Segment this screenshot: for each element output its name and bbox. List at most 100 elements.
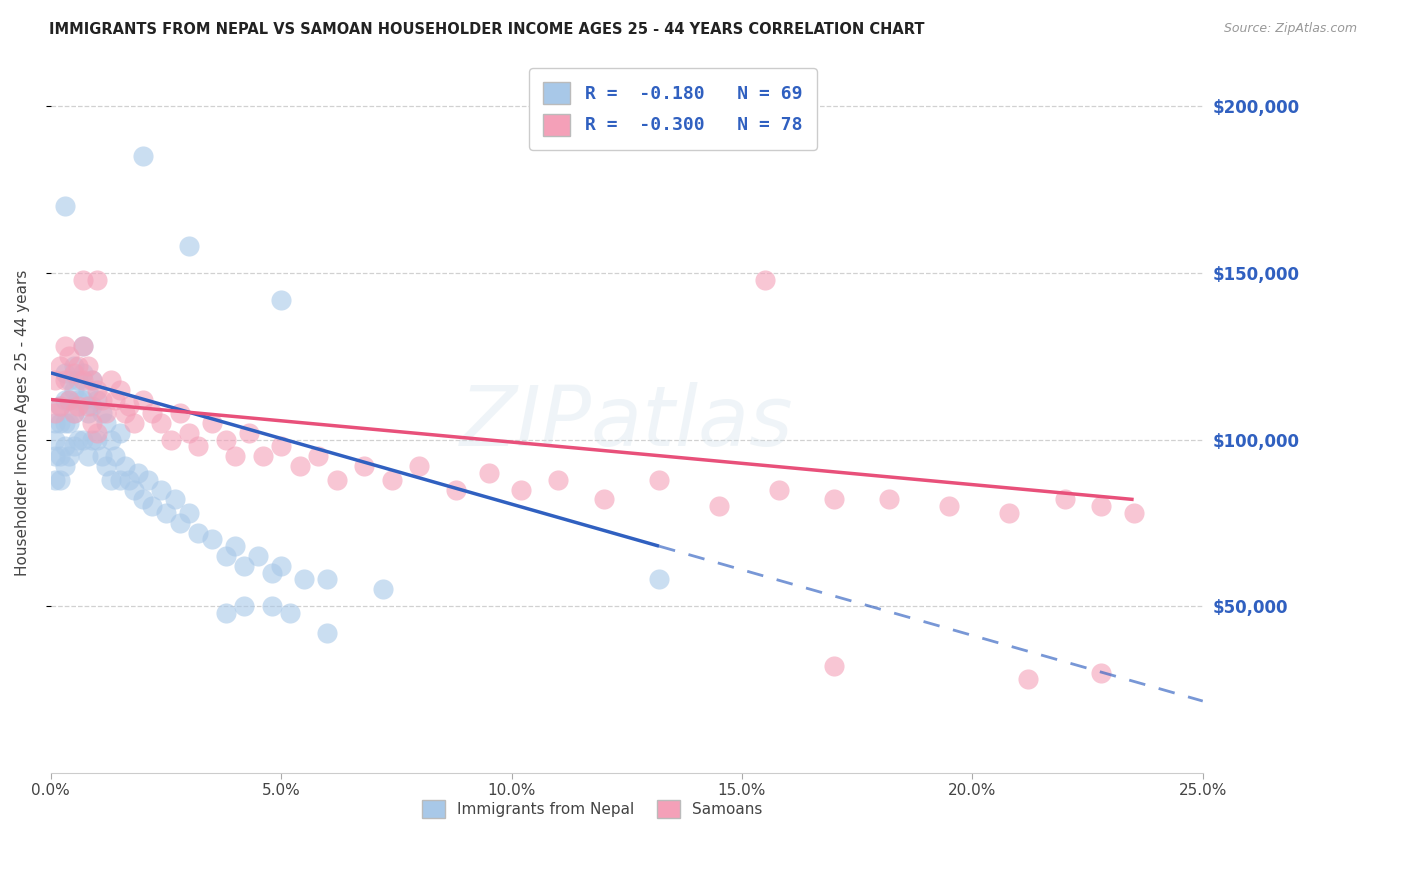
Point: [998, 506, 1021, 520]
Point: [76, 399, 98, 413]
Point: [72, 392, 94, 407]
Point: [408, 459, 430, 474]
Point: [49, 399, 72, 413]
Point: [44, 449, 66, 463]
Point: [307, 449, 329, 463]
Point: [325, 473, 347, 487]
Point: [76, 449, 98, 463]
Point: [165, 492, 187, 507]
Point: [63, 383, 86, 397]
Point: [63, 366, 86, 380]
Point: [122, 483, 145, 497]
Point: [1122, 506, 1144, 520]
Point: [44, 473, 66, 487]
Y-axis label: Householder Income Ages 25 - 44 years: Householder Income Ages 25 - 44 years: [15, 269, 30, 576]
Point: [58, 449, 80, 463]
Point: [86, 383, 108, 397]
Point: [53, 366, 76, 380]
Legend: Immigrants from Nepal, Samoans: Immigrants from Nepal, Samoans: [416, 794, 769, 824]
Point: [446, 483, 468, 497]
Point: [86, 425, 108, 440]
Point: [270, 293, 292, 307]
Point: [201, 533, 224, 547]
Point: [100, 372, 122, 386]
Text: ZIPatlas: ZIPatlas: [460, 383, 793, 463]
Point: [90, 449, 112, 463]
Point: [53, 372, 76, 386]
Point: [104, 449, 127, 463]
Point: [82, 372, 104, 386]
Point: [509, 483, 531, 497]
Point: [86, 392, 108, 407]
Point: [118, 399, 141, 413]
Point: [592, 492, 614, 507]
Point: [72, 339, 94, 353]
Point: [159, 433, 181, 447]
Point: [49, 416, 72, 430]
Point: [280, 606, 302, 620]
Point: [879, 492, 901, 507]
Point: [136, 473, 159, 487]
Point: [233, 559, 256, 574]
Text: Source: ZipAtlas.com: Source: ZipAtlas.com: [1223, 22, 1357, 36]
Point: [169, 406, 191, 420]
Point: [1053, 492, 1076, 507]
Point: [150, 416, 173, 430]
Point: [155, 506, 177, 520]
Point: [44, 433, 66, 447]
Point: [67, 399, 90, 413]
Point: [53, 339, 76, 353]
Point: [224, 539, 246, 553]
Point: [270, 559, 292, 574]
Point: [224, 449, 246, 463]
Point: [100, 433, 122, 447]
Point: [49, 399, 72, 413]
Point: [49, 449, 72, 463]
Point: [94, 406, 117, 420]
Point: [260, 599, 283, 614]
Point: [381, 473, 404, 487]
Point: [90, 406, 112, 420]
Point: [260, 566, 283, 580]
Point: [292, 573, 315, 587]
Point: [58, 416, 80, 430]
Text: IMMIGRANTS FROM NEPAL VS SAMOAN HOUSEHOLDER INCOME AGES 25 - 44 YEARS CORRELATIO: IMMIGRANTS FROM NEPAL VS SAMOAN HOUSEHOL…: [49, 22, 925, 37]
Point: [127, 466, 149, 480]
Point: [477, 466, 499, 480]
Point: [67, 433, 90, 447]
Point: [316, 573, 339, 587]
Point: [67, 359, 90, 374]
Point: [238, 425, 260, 440]
Point: [53, 459, 76, 474]
Point: [82, 416, 104, 430]
Point: [707, 499, 730, 513]
Point: [371, 582, 394, 597]
Point: [58, 392, 80, 407]
Point: [177, 425, 200, 440]
Point: [215, 549, 238, 563]
Point: [72, 372, 94, 386]
Point: [648, 473, 671, 487]
Point: [648, 573, 671, 587]
Point: [44, 372, 66, 386]
Point: [72, 272, 94, 286]
Point: [58, 372, 80, 386]
Point: [53, 416, 76, 430]
Point: [86, 433, 108, 447]
Point: [132, 392, 155, 407]
Point: [547, 473, 569, 487]
Point: [49, 473, 72, 487]
Point: [215, 606, 238, 620]
Point: [201, 416, 224, 430]
Point: [1017, 673, 1039, 687]
Point: [288, 459, 311, 474]
Point: [44, 406, 66, 420]
Point: [132, 492, 155, 507]
Point: [114, 406, 136, 420]
Point: [1090, 499, 1112, 513]
Point: [132, 149, 155, 163]
Point: [53, 439, 76, 453]
Point: [94, 459, 117, 474]
Point: [114, 459, 136, 474]
Point: [72, 433, 94, 447]
